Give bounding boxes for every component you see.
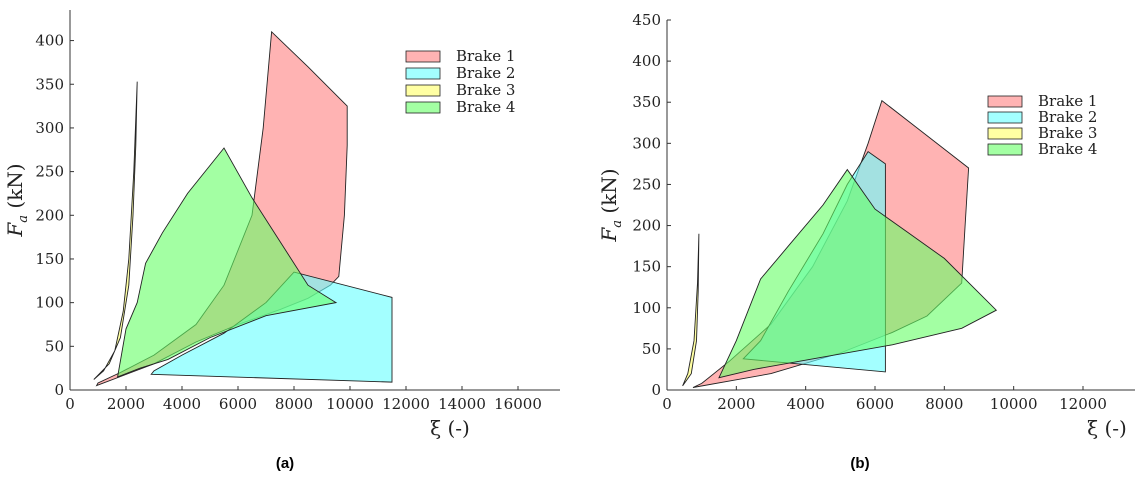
legend-label: Brake 2	[456, 64, 515, 82]
x-tick-label: 16000	[494, 395, 542, 413]
x-tick-label: 6000	[856, 395, 894, 413]
area-brake-3	[682, 233, 700, 387]
legend-swatch	[987, 95, 1023, 108]
area-brake-3	[93, 81, 138, 380]
x-tick-label: 10000	[990, 395, 1038, 413]
y-tick-label: 250	[632, 175, 661, 193]
legend-label: Brake 3	[456, 81, 515, 99]
y-tick-label: 350	[35, 75, 64, 93]
legend-swatch	[405, 84, 441, 97]
x-tick-label: 8000	[925, 395, 963, 413]
y-tick-label: 400	[35, 32, 64, 50]
y-tick-label: 350	[632, 93, 661, 111]
x-tick-label: 4000	[787, 395, 825, 413]
y-tick-label: 400	[632, 52, 661, 70]
x-axis-label: ξ (-)	[430, 416, 470, 440]
legend-label: Brake 1	[1038, 92, 1097, 110]
legend-label: Brake 4	[456, 98, 515, 116]
chart-panel-1: 0 2000 4000 6000 8000 10000 12000 14000 16000 0 50…	[3, 10, 560, 472]
legend-swatch	[987, 111, 1023, 124]
panel-label: (a)	[276, 455, 294, 472]
legend-label: Brake 2	[1038, 108, 1097, 126]
y-tick-label: 50	[642, 340, 661, 358]
x-tick-label: 8000	[275, 395, 313, 413]
x-tick-label: 0	[65, 395, 75, 413]
y-tick-label: 100	[35, 294, 64, 312]
legend-label: Brake 1	[456, 47, 515, 65]
y-tick-label: 250	[35, 163, 64, 181]
chart-panel-2: 0 2000 4000 6000 8000 10000 12000 0 50 100 150 200 2…	[597, 11, 1135, 472]
x-tick-label: 2000	[717, 395, 755, 413]
y-tick-label: 450	[632, 11, 661, 29]
legend-swatch	[405, 67, 441, 80]
legend-swatch	[987, 143, 1023, 156]
y-tick-label: 300	[632, 134, 661, 152]
y-tick-label: 150	[35, 250, 64, 268]
x-axis-label: ξ (-)	[1087, 416, 1127, 440]
area-brake-4	[718, 168, 998, 379]
panel-label: (b)	[850, 455, 869, 472]
y-tick-label: 150	[632, 258, 661, 276]
legend-swatch	[987, 127, 1023, 140]
y-tick-label: 0	[54, 381, 64, 399]
x-tick-label: 0	[662, 395, 672, 413]
y-tick-label: 0	[651, 381, 661, 399]
x-tick-label: 12000	[1059, 395, 1107, 413]
y-tick-label: 200	[35, 206, 64, 224]
legend-swatch	[405, 50, 441, 63]
x-tick-label: 4000	[163, 395, 201, 413]
x-tick-label: 2000	[107, 395, 145, 413]
legend-swatch	[405, 101, 441, 114]
legend-label: Brake 4	[1038, 140, 1097, 158]
area-brake-4	[117, 147, 338, 378]
x-tick-label: 12000	[382, 395, 430, 413]
y-tick-label: 200	[632, 217, 661, 235]
y-tick-label: 50	[45, 337, 64, 355]
y-axis-label: Fa (kN)	[3, 163, 31, 237]
y-axis-label: Fa (kN)	[597, 168, 625, 242]
y-tick-label: 300	[35, 119, 64, 137]
y-tick-label: 100	[632, 299, 661, 317]
x-tick-label: 14000	[438, 395, 486, 413]
x-tick-label: 6000	[219, 395, 257, 413]
legend-label: Brake 3	[1038, 124, 1097, 142]
x-tick-label: 10000	[326, 395, 374, 413]
